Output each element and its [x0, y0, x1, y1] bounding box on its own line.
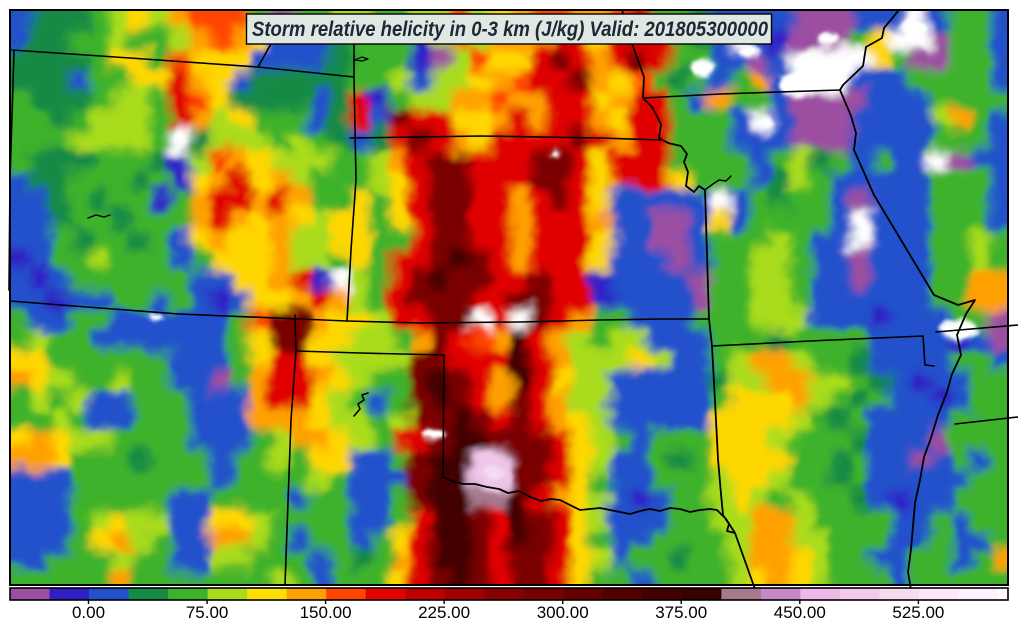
svg-text:150.00: 150.00	[300, 603, 352, 622]
svg-text:225.00: 225.00	[418, 603, 470, 622]
svg-text:375.00: 375.00	[655, 603, 707, 622]
svg-text:Storm relative helicity in 0-3: Storm relative helicity in 0-3 km (J/kg)…	[252, 18, 768, 41]
svg-text:525.00: 525.00	[892, 603, 944, 622]
svg-text:75.00: 75.00	[186, 603, 229, 622]
svg-text:0.00: 0.00	[72, 603, 105, 622]
svg-text:450.00: 450.00	[774, 603, 826, 622]
svg-text:300.00: 300.00	[537, 603, 589, 622]
